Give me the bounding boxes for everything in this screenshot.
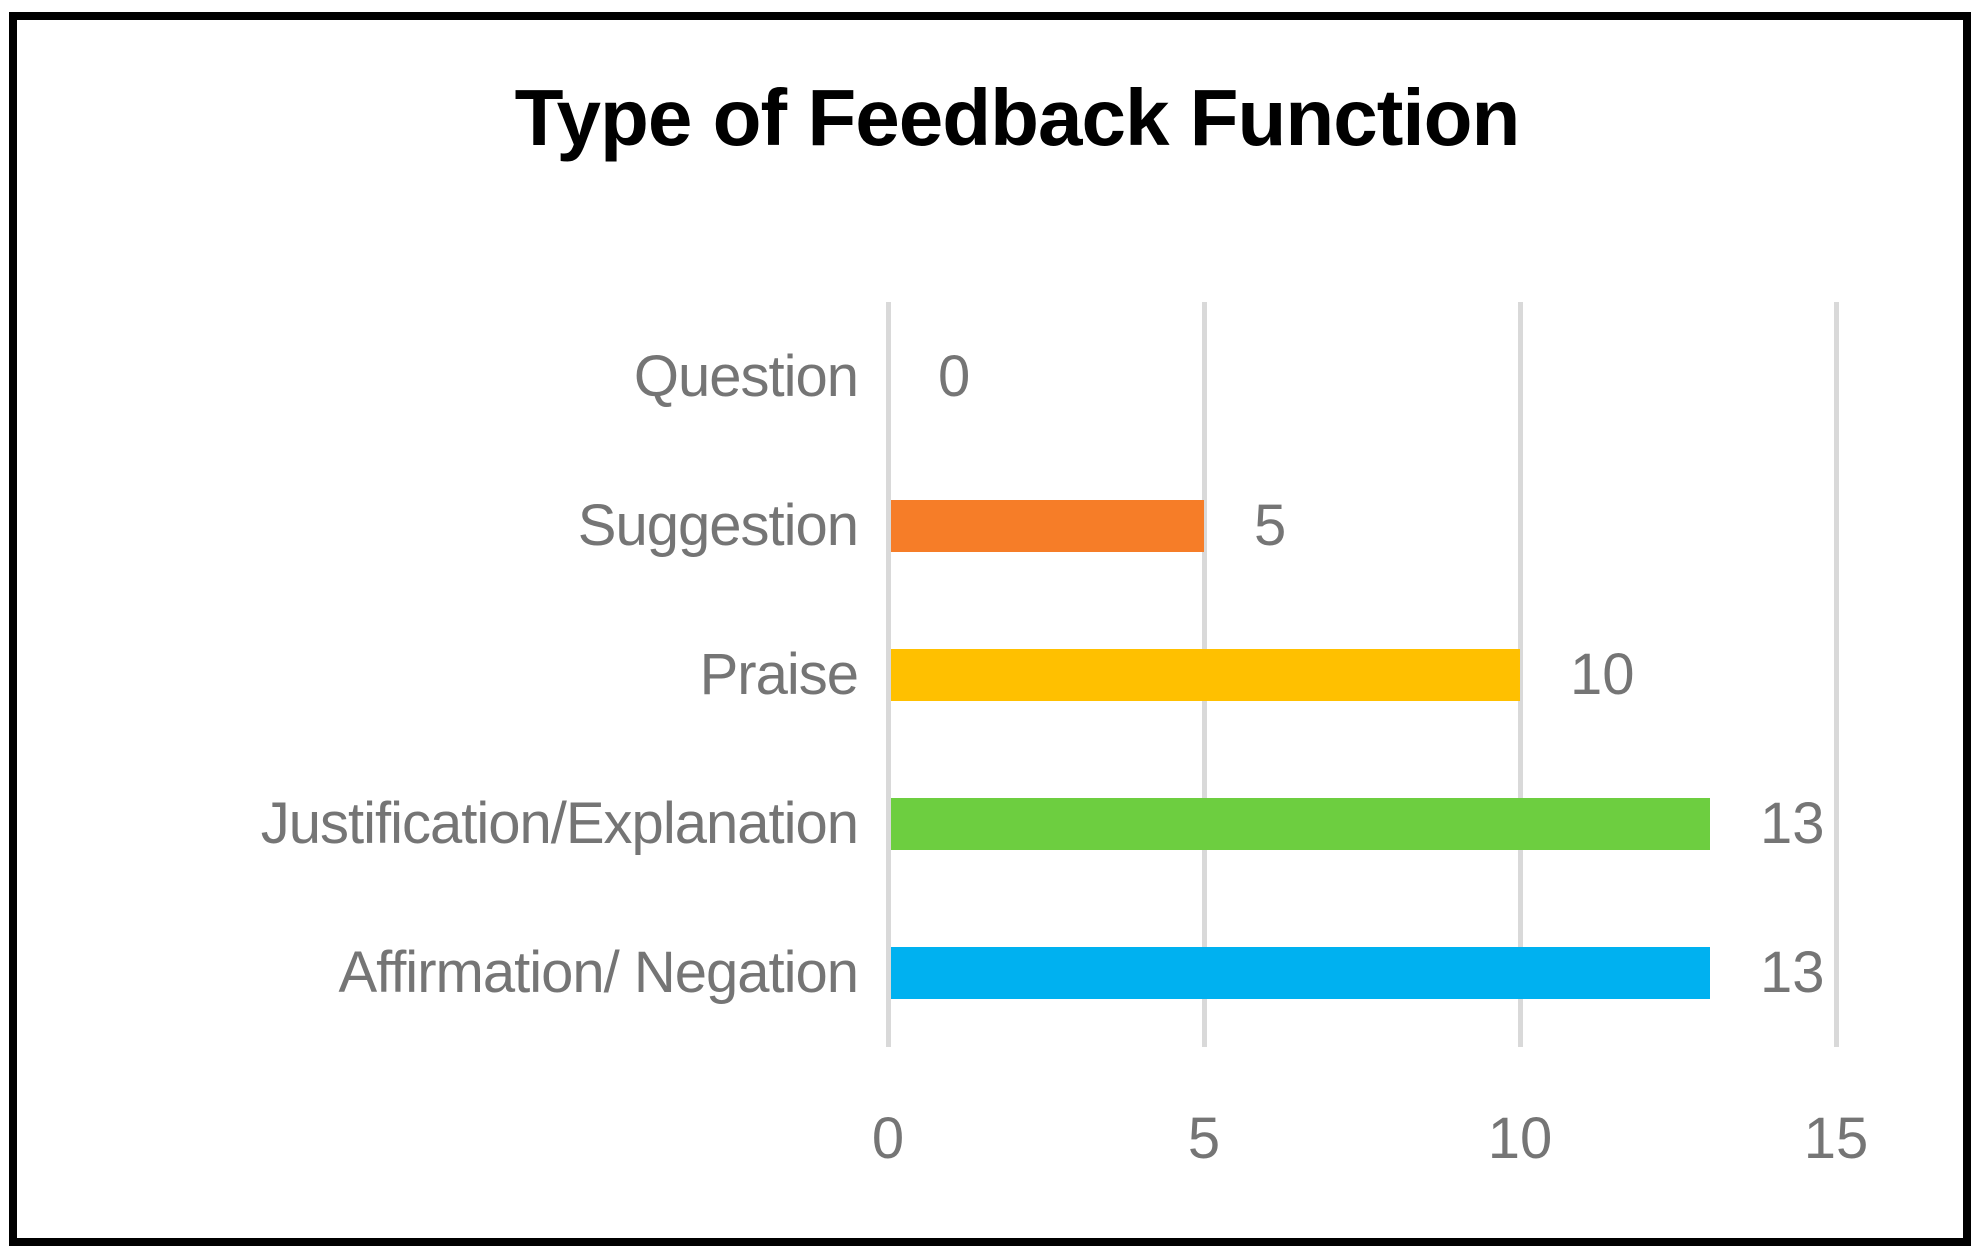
category-label-praise: Praise [699, 642, 859, 707]
x-tick-label-10: 10 [1487, 1106, 1553, 1171]
data-label-suggestion: 5 [1254, 493, 1287, 558]
x-tick-label-0: 0 [871, 1106, 905, 1171]
data-label-affirmation-negation: 13 [1760, 940, 1825, 1005]
category-label-suggestion: Suggestion [577, 493, 859, 558]
category-label-affirmation-negation: Affirmation/ Negation [338, 940, 859, 1005]
bar-praise [891, 648, 1520, 701]
data-label-praise: 10 [1570, 642, 1635, 707]
x-tick-label-5: 5 [1187, 1106, 1221, 1171]
chart-border [9, 12, 1971, 1246]
bar-justification-explanation [891, 797, 1710, 850]
category-label-justification-explanation: Justification/Explanation [260, 791, 859, 856]
category-label-question: Question [633, 344, 859, 409]
gridline-0 [885, 302, 891, 1047]
gridline-15 [1833, 302, 1839, 1047]
data-label-question: 0 [938, 344, 971, 409]
bar-affirmation-negation [891, 946, 1710, 999]
bar-suggestion [891, 499, 1204, 552]
chart-title: Type of Feedback Function [514, 73, 1521, 162]
x-tick-label-15: 15 [1803, 1106, 1869, 1171]
gridline-10 [1517, 302, 1523, 1047]
data-label-justification-explanation: 13 [1760, 791, 1825, 856]
